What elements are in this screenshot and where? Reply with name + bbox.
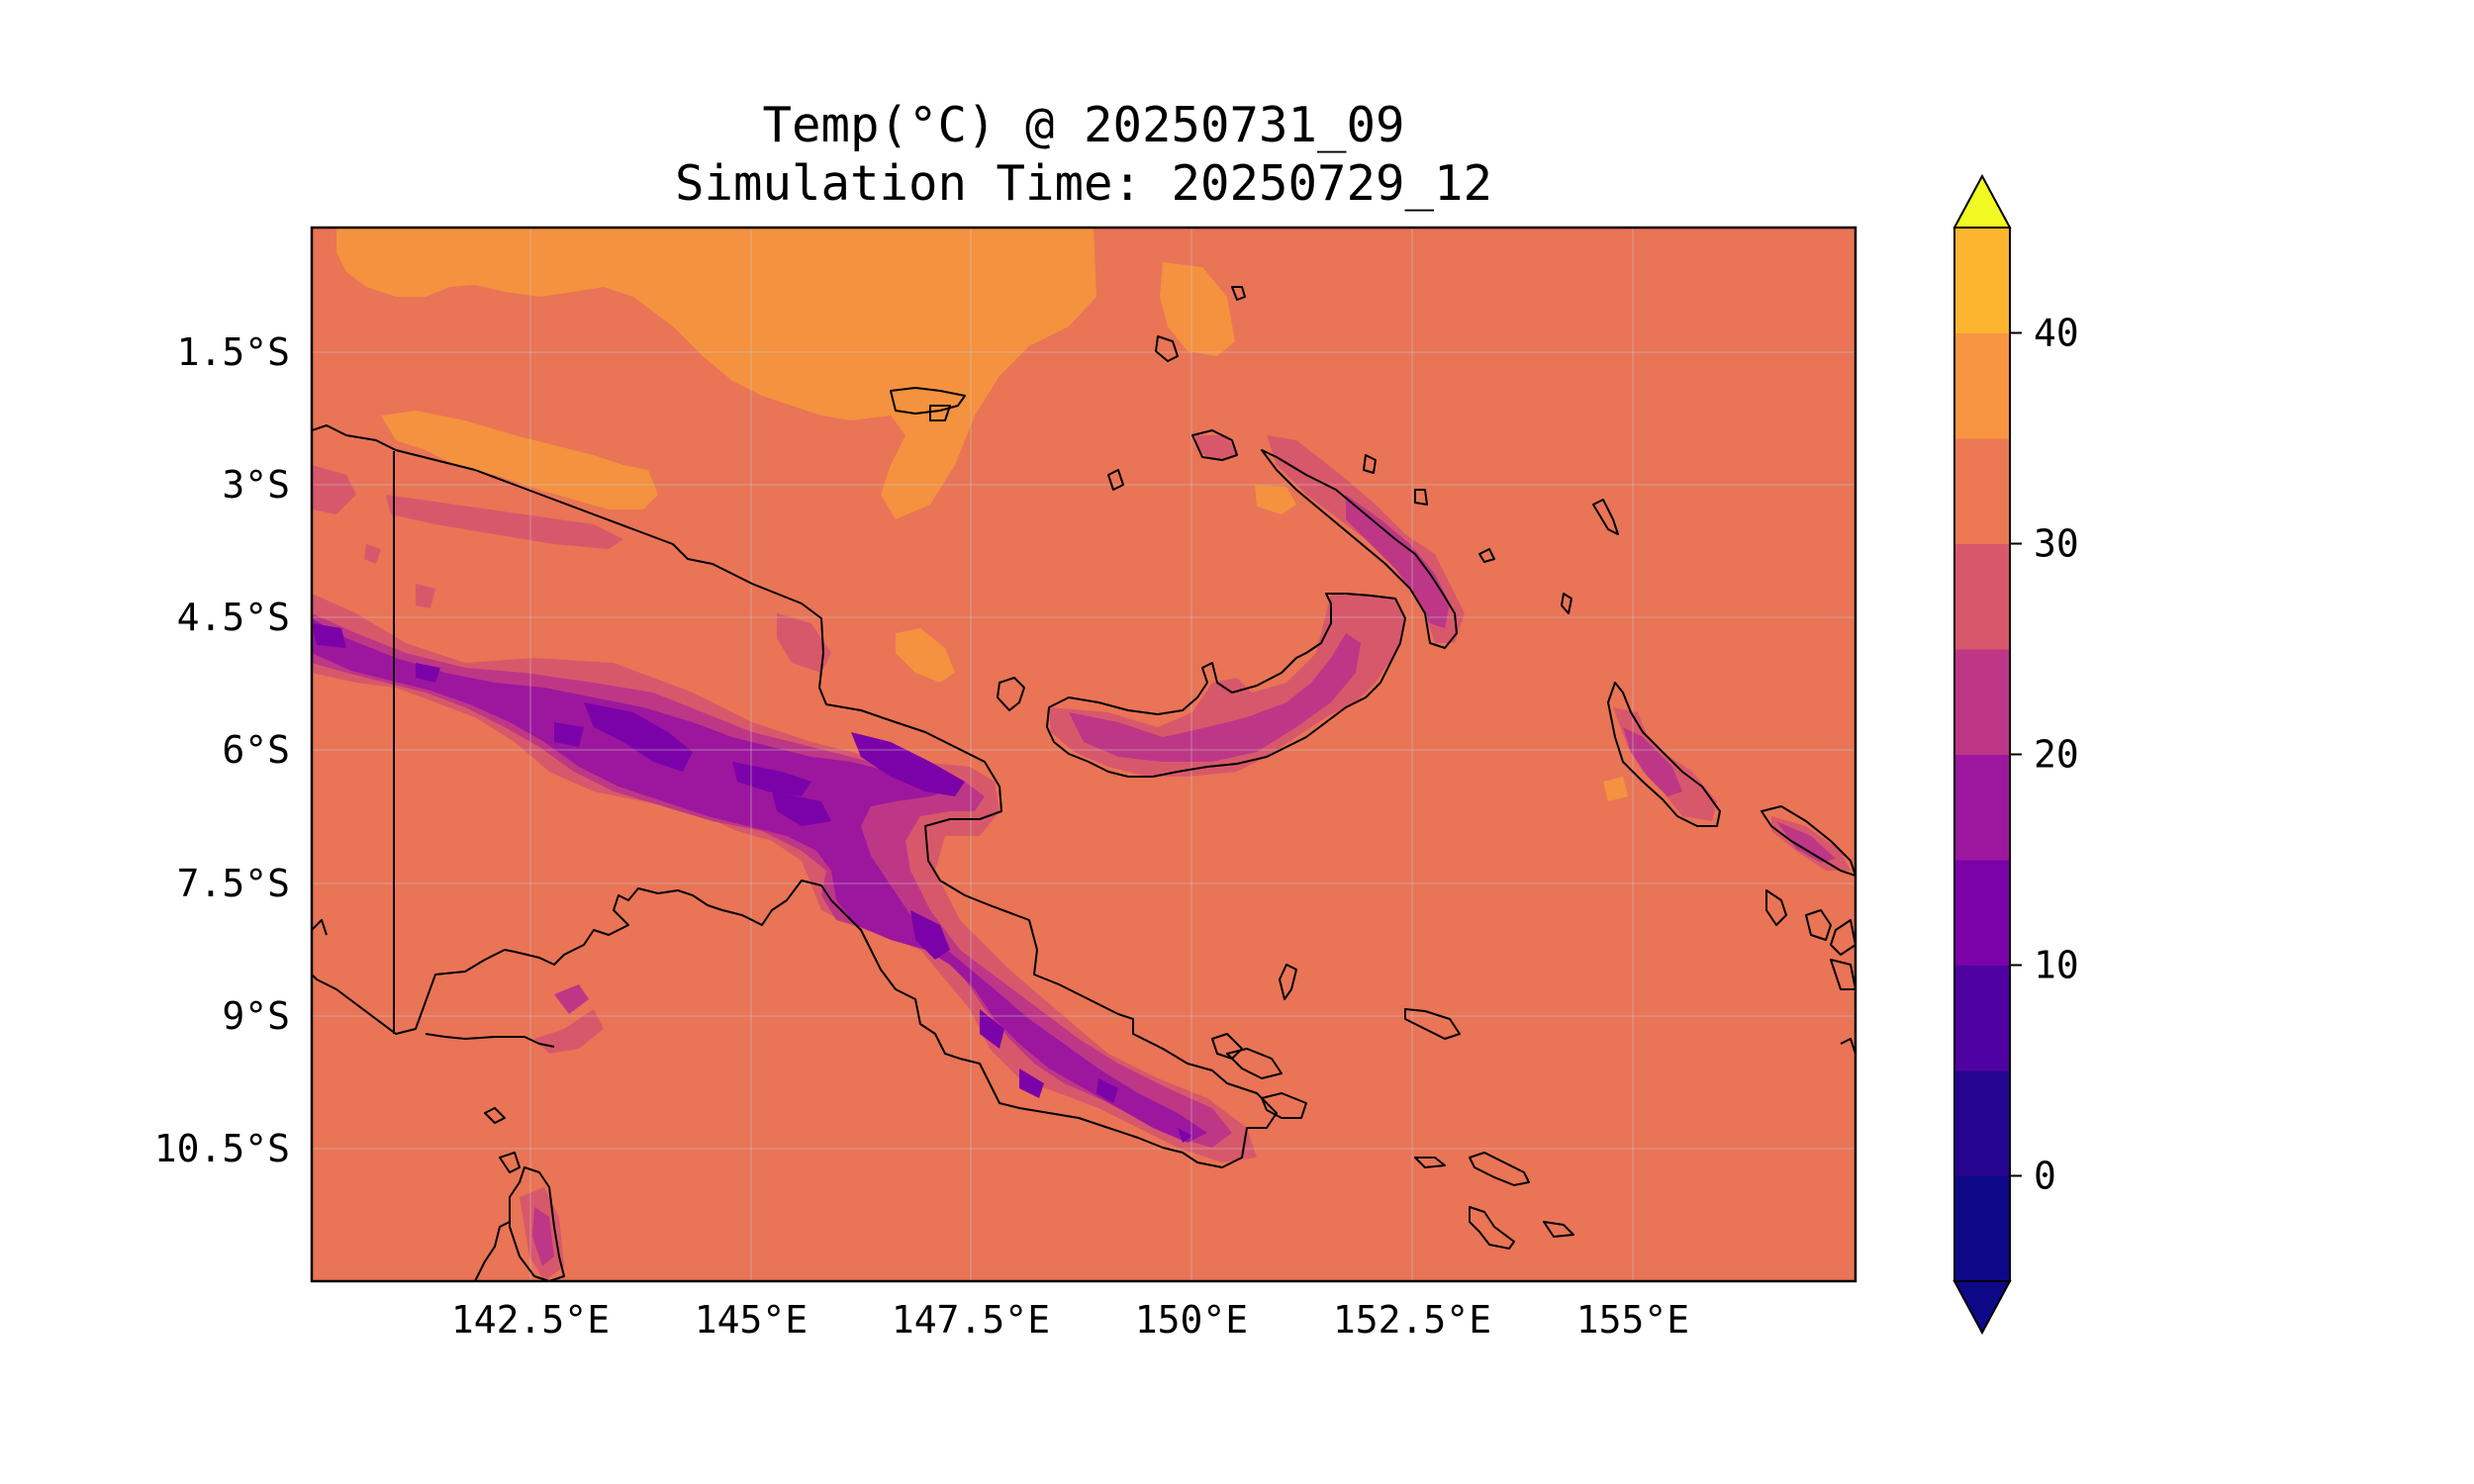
new-guinea-coastline: [312, 424, 1278, 1168]
colorbar-over-extension: [1952, 173, 2012, 229]
y-tick-label: 6°S: [222, 728, 290, 772]
cold-region-5-10: [312, 623, 1192, 1143]
x-tick-label: 150°E: [1135, 1298, 1248, 1342]
colorbar-ticks: 0 10 20 30 40: [2010, 312, 2079, 1198]
map-gridlines: [312, 228, 1856, 1281]
colorbar: 0 10 20 30 40: [1952, 173, 2079, 1336]
y-tick-label: 9°S: [222, 994, 290, 1038]
colorbar-band: [1954, 332, 2010, 439]
x-tick-label: 152.5°E: [1333, 1298, 1491, 1342]
map-frame: [310, 226, 1857, 1283]
colorbar-band: [1954, 1175, 2010, 1282]
y-tick-label: 3°S: [222, 463, 290, 507]
coastlines: [312, 286, 1856, 1281]
y-tick-label: 1.5°S: [177, 330, 290, 374]
warm-region-30-35: [336, 228, 1628, 801]
manus-coastline: [890, 387, 966, 415]
bougainville-coastline: [1607, 682, 1721, 827]
colorbar-band: [1954, 228, 2010, 333]
y-tick-label: 7.5°S: [177, 862, 290, 905]
new-britain-coastline: [1046, 593, 1406, 778]
colorbar-tick-label: 20: [2034, 733, 2079, 777]
colorbar-bands: [1954, 228, 2010, 1282]
colorbar-outline: [1953, 227, 2011, 1282]
colorbar-band: [1954, 649, 2010, 755]
colorbar-tick-label: 10: [2034, 944, 2079, 987]
colorbar-tick-label: 40: [2034, 312, 2079, 355]
y-tick-label: 4.5°S: [177, 596, 290, 639]
new-ireland-coastline: [1261, 449, 1458, 649]
colorbar-tick-label: 30: [2034, 522, 2079, 566]
cold-region-10-15: [312, 618, 1207, 1143]
map-title-line1: Temp(°C) @ 20250731_09: [762, 97, 1404, 153]
x-tick-label: 155°E: [1576, 1298, 1689, 1342]
colorbar-band: [1954, 860, 2010, 966]
x-tick-label: 147.5°E: [892, 1298, 1050, 1342]
colorbar-band: [1954, 438, 2010, 544]
map-panel: [312, 228, 1856, 1281]
colorbar-band: [1954, 1070, 2010, 1176]
solomon-islands-coastline: [1760, 805, 1856, 877]
x-tick-label: 142.5°E: [451, 1298, 610, 1342]
map-title-line2: Simulation Time: 20250729_12: [675, 155, 1492, 212]
colorbar-band: [1954, 543, 2010, 650]
y-axis-ticks: 1.5°S 3°S 4.5°S 6°S 7.5°S 9°S 10.5°S: [154, 330, 290, 1170]
colorbar-under-extension: [1952, 1280, 2012, 1336]
y-tick-label: 10.5°S: [154, 1127, 290, 1170]
colorbar-band: [1954, 965, 2010, 1071]
colorbar-tick-label: 0: [2034, 1155, 2056, 1198]
x-tick-label: 145°E: [695, 1298, 808, 1342]
colorbar-band: [1954, 754, 2010, 861]
x-axis-ticks: 142.5°E 145°E 147.5°E 150°E 152.5°E 155°…: [451, 1298, 1689, 1342]
